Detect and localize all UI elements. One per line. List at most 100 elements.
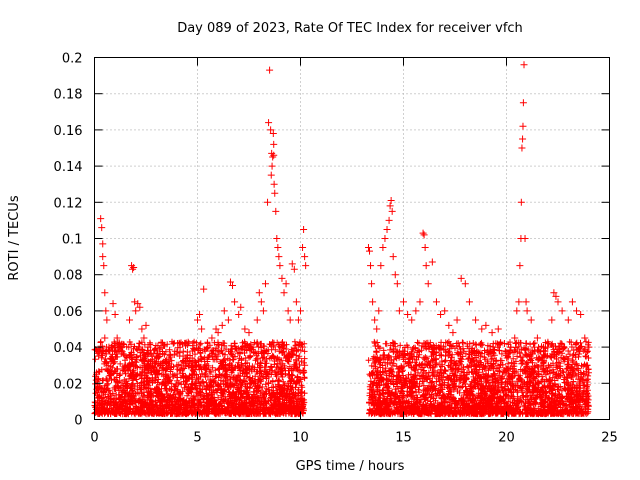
data-point [194,316,201,324]
data-point [515,298,523,306]
data-point [282,280,290,288]
data-point [117,347,125,355]
data-point [132,307,140,315]
data-point [142,321,150,329]
data-point [420,231,428,239]
data-point [364,244,372,252]
data-point [391,271,399,279]
data-point [585,343,593,351]
data-point [99,253,107,261]
data-point [518,144,526,152]
data-point [408,316,416,324]
data-point [191,379,199,387]
data-point [102,307,110,315]
data-point [299,244,307,252]
x-tick-label: 10 [292,431,309,446]
data-point [229,282,237,290]
data-point [494,325,502,333]
data-point [105,343,113,351]
x-tick-label: 15 [395,431,412,446]
data-point [253,316,261,324]
data-point [416,298,424,306]
data-point [99,240,107,248]
data-point [568,298,576,306]
data-point [517,198,525,206]
data-point [187,361,195,369]
data-point [453,316,461,324]
data-point [300,225,308,233]
data-point [224,316,232,324]
chart-title: Day 089 of 2023, Rate Of TEC Index for r… [177,21,523,36]
data-point [257,298,265,306]
data-point [478,325,486,333]
data-point [276,262,284,270]
data-point [134,300,142,308]
data-point [577,311,585,319]
data-point [368,280,376,288]
data-point [241,325,249,333]
data-point [379,244,387,252]
data-point [183,354,191,362]
data-point [421,244,429,252]
y-tick-label: 0.06 [54,305,83,320]
data-point [400,298,407,306]
y-tick-label: 0.16 [54,124,83,139]
data-point [270,140,278,148]
data-point [231,298,239,306]
data-point [500,339,508,347]
data-point [299,343,307,351]
data-point [522,298,530,306]
data-point [377,262,385,270]
data-point [101,289,109,297]
data-point [393,280,401,288]
data-point [226,278,234,286]
y-tick-label: 0.04 [54,341,83,356]
data-point [113,334,121,342]
data-point [523,307,531,315]
data-point [267,171,275,179]
data-point [245,329,253,337]
data-point [301,253,309,261]
data-point [575,370,583,378]
y-tick-label: 0.2 [62,52,83,67]
data-point [131,298,139,306]
data-point [519,135,527,143]
data-point [152,358,160,366]
data-point [552,292,560,300]
data-point [367,262,375,270]
axis-ticks: 0 0.02 0.04 0.06 0.08 0.1 0.12 0.14 0.16 0.18 0.2 0… [54,52,618,446]
data-point [273,235,281,242]
grid-lines [94,57,610,420]
data-point [204,343,212,351]
data-point [269,153,277,161]
data-point [218,321,226,329]
data-point [554,298,562,306]
data-point [375,307,383,315]
data-point [163,365,171,373]
data-point [278,274,286,282]
data-point [385,216,393,224]
data-point [583,361,591,369]
data-point [144,343,152,351]
x-tick-label: 5 [193,431,201,446]
data-point [371,316,379,324]
data-point [200,285,208,293]
data-point [103,316,111,324]
y-tick-label: 0 [74,414,82,429]
data-point [235,311,243,319]
data-point [259,307,267,315]
data-point [366,247,374,255]
data-point [100,262,108,270]
data-point [533,334,541,342]
data-point [432,298,440,306]
data-point [369,298,377,306]
data-point [140,334,148,342]
data-point [441,307,449,315]
data-point [573,307,581,315]
data-point [449,329,457,337]
y-tick-label: 0.1 [62,233,83,248]
noise-band-marks [91,338,592,418]
data-point [437,311,445,319]
data-point [169,370,177,378]
data-point [101,334,109,342]
